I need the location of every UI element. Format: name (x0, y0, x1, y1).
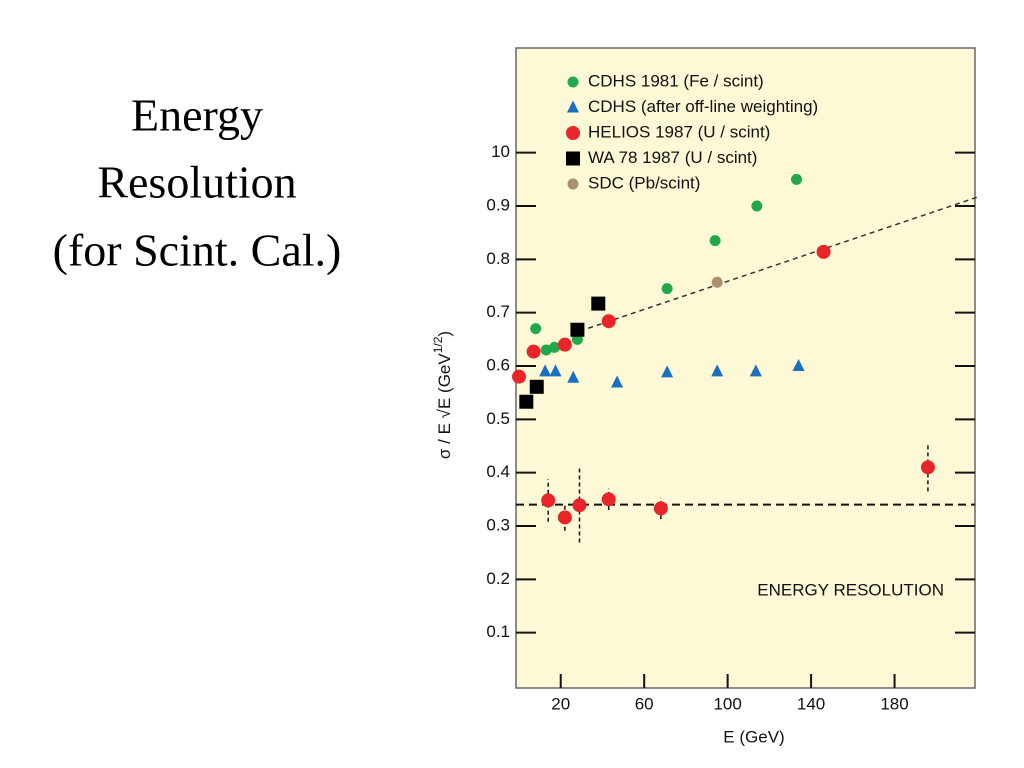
marker (790, 173, 802, 185)
marker (567, 370, 580, 383)
marker (591, 296, 606, 311)
marker (816, 244, 831, 259)
marker (570, 322, 585, 337)
marker (557, 337, 572, 352)
x-tick-label: 180 (880, 694, 908, 713)
marker (549, 364, 562, 377)
x-axis-label: E (GeV) (723, 727, 784, 746)
y-tick-label: 0.1 (486, 622, 510, 641)
marker (539, 364, 552, 377)
annotation: ENERGY RESOLUTION (757, 580, 944, 599)
x-tick-label: 100 (713, 694, 741, 713)
marker (751, 200, 763, 212)
marker (661, 365, 674, 378)
marker (541, 493, 556, 508)
marker (526, 344, 541, 359)
legend-label: SDC (Pb/scint) (588, 173, 700, 192)
legend-label: WA 78 1987 (U / scint) (588, 148, 757, 167)
marker (653, 501, 668, 516)
legend-label: CDHS (after off-line weighting) (588, 97, 818, 116)
x-tick-label: 140 (797, 694, 825, 713)
marker (529, 379, 544, 394)
y-tick-label: 0.4 (486, 462, 510, 481)
y-tick-label: 0.8 (486, 249, 510, 268)
plot-area (515, 47, 976, 689)
y-tick-label: 10 (491, 142, 510, 161)
marker (661, 283, 673, 295)
slide-title: Energy (131, 90, 263, 141)
x-tick-label: 20 (551, 694, 570, 713)
marker (572, 498, 587, 513)
marker (548, 341, 560, 353)
y-tick-label: 0.6 (486, 355, 510, 374)
marker (920, 460, 935, 475)
marker (711, 364, 724, 377)
slide-title: (for Scint. Cal.) (53, 225, 342, 276)
marker (519, 394, 534, 409)
legend-marker (566, 126, 580, 140)
y-axis-label: σ / E √E (GeV1/2) (431, 331, 454, 459)
y-tick-label: 0.9 (486, 195, 510, 214)
legend-label: HELIOS 1987 (U / scint) (588, 122, 770, 141)
marker (601, 314, 616, 329)
legend-marker (566, 151, 580, 166)
marker (530, 323, 542, 335)
legend-label: CDHS 1981 (Fe / scint) (588, 71, 764, 90)
marker (749, 364, 762, 377)
slide-title: Resolution (97, 157, 296, 208)
y-tick-label: 0.3 (486, 515, 510, 534)
marker (540, 344, 552, 356)
marker (611, 375, 624, 388)
y-tick-label: 0.2 (486, 569, 510, 588)
marker (512, 369, 526, 384)
marker (601, 492, 616, 507)
marker (709, 235, 721, 247)
marker (557, 510, 572, 525)
legend-marker (567, 76, 579, 88)
y-tick-label: 0.5 (486, 409, 510, 428)
x-tick-label: 60 (635, 694, 654, 713)
marker (792, 359, 805, 371)
marker (711, 276, 723, 288)
legend-marker (567, 100, 579, 113)
legend-marker (567, 178, 579, 190)
y-tick-label: 0.7 (486, 302, 510, 321)
